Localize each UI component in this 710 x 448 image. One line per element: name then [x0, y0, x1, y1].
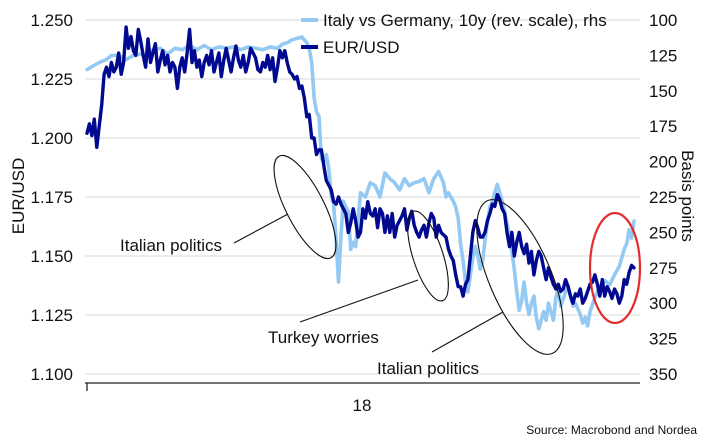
right-tick-label: 350 [649, 365, 677, 384]
annotation-leader-1 [233, 213, 289, 244]
gridlines [85, 19, 640, 375]
right-tick-label: 175 [649, 117, 677, 136]
annotation-label-3: Italian politics [377, 359, 479, 378]
legend: Italy vs Germany, 10y (rev. scale), rhs … [301, 11, 607, 57]
right-tick-label: 300 [649, 294, 677, 313]
right-tick-label: 150 [649, 82, 677, 101]
series-line-eurusd [85, 25, 636, 305]
left-tick-label: 1.225 [30, 70, 73, 89]
source-note: Source: Macrobond and Nordea [526, 423, 697, 437]
left-tick-label: 1.125 [30, 306, 73, 325]
annotation-layer: Italian politics Turkey worries Italian … [120, 154, 642, 378]
annotation-label-1: Italian politics [120, 236, 222, 255]
legend-label-eurusd: EUR/USD [323, 38, 400, 57]
left-tick-label: 1.150 [30, 247, 73, 266]
left-tick-label: 1.175 [30, 188, 73, 207]
left-tick-label: 1.250 [30, 11, 73, 30]
right-tick-label: 100 [649, 11, 677, 30]
legend-label-italy-germany: Italy vs Germany, 10y (rev. scale), rhs [323, 11, 607, 30]
annotation-label-2: Turkey worries [268, 328, 379, 347]
left-tick-label: 1.100 [30, 365, 73, 384]
annotation-leader-2 [299, 279, 419, 323]
annotation-ellipse-3 [476, 199, 564, 355]
highlight-circle [588, 211, 642, 325]
right-axis-title: Basis points [678, 150, 697, 242]
right-tick-label: 225 [649, 188, 677, 207]
left-axis-ticks: 1.250 1.225 1.200 1.175 1.150 1.125 1.100 [30, 11, 73, 384]
right-tick-label: 250 [649, 223, 677, 242]
series-layer [85, 25, 636, 331]
right-tick-label: 125 [649, 46, 677, 65]
right-tick-label: 200 [649, 153, 677, 172]
left-tick-label: 1.200 [30, 129, 73, 148]
right-axis-ticks: 100 125 150 175 200 225 250 275 300 325 350 [649, 11, 677, 384]
annotation-ellipse-1 [273, 154, 337, 260]
axes [85, 382, 640, 391]
x-tick-label: 18 [353, 396, 372, 415]
left-axis-title: EUR/USD [9, 158, 28, 235]
annotation-leader-3 [431, 311, 504, 353]
annotation-ellipse-2 [407, 210, 449, 302]
right-tick-label: 325 [649, 330, 677, 349]
right-tick-label: 275 [649, 259, 677, 278]
